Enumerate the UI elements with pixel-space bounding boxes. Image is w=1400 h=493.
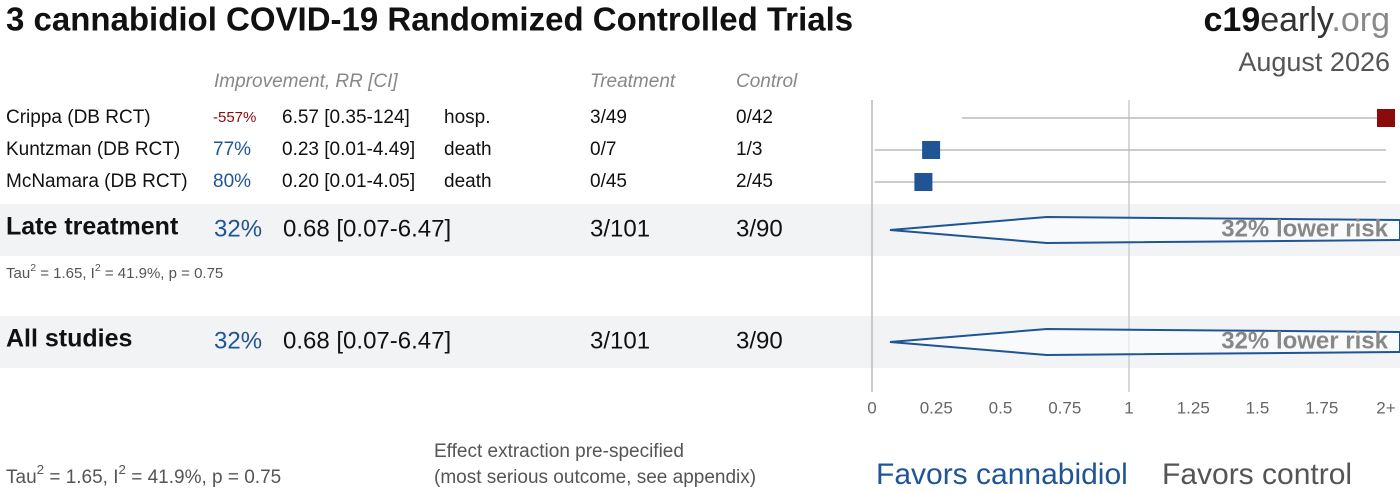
brand: c19early.org bbox=[1204, 1, 1391, 39]
heterogeneity: Tau2 = 1.65, I2 = 41.9%, p = 0.75 bbox=[6, 262, 223, 282]
control: 3/90 bbox=[736, 327, 783, 354]
heterogeneity-part: = 1.65, I bbox=[36, 265, 95, 282]
improvement: -557% bbox=[213, 109, 256, 126]
summary-diamond bbox=[889, 327, 1400, 357]
brand-part: .org bbox=[1331, 1, 1390, 39]
x-tick-label: 1.25 bbox=[1177, 398, 1210, 417]
control: 3/90 bbox=[736, 215, 783, 242]
x-tick-label: 1 bbox=[1124, 398, 1133, 417]
heterogeneity-part: Tau bbox=[6, 265, 30, 282]
heterogeneity-part: 2 bbox=[119, 462, 126, 477]
heterogeneity-part: 2 bbox=[95, 262, 101, 274]
x-tick-label: 1.5 bbox=[1246, 398, 1270, 417]
treatment: 3/49 bbox=[590, 107, 627, 128]
effect-square bbox=[1377, 109, 1395, 127]
study-name: Kuntzman (DB RCT) bbox=[6, 139, 180, 160]
control: 2/45 bbox=[736, 171, 773, 192]
improvement: 77% bbox=[213, 139, 251, 160]
rr-label: 0.23 [0.01-4.49] bbox=[282, 139, 415, 160]
brand-part: early bbox=[1260, 1, 1334, 39]
note: (most serious outcome, see appendix) bbox=[434, 467, 756, 488]
improvement: 80% bbox=[213, 171, 251, 192]
favors-label: Favors control bbox=[1162, 458, 1352, 491]
column-header: Control bbox=[736, 71, 798, 92]
x-tick-label: 2+ bbox=[1376, 398, 1395, 417]
heterogeneity: Tau2 = 1.65, I2 = 41.9%, p = 0.75 bbox=[6, 462, 281, 488]
brand-part: c19 bbox=[1204, 1, 1261, 39]
improvement: 32% bbox=[214, 327, 262, 354]
heterogeneity-part: 2 bbox=[37, 462, 44, 477]
heterogeneity-part: 2 bbox=[30, 262, 36, 274]
x-tick-label: 1.75 bbox=[1305, 398, 1338, 417]
improvement: 32% bbox=[214, 215, 262, 242]
column-header: Improvement, RR [CI] bbox=[214, 71, 398, 92]
x-tick-label: 0.25 bbox=[920, 398, 953, 417]
treatment: 0/7 bbox=[590, 139, 616, 160]
favors-label: Favors cannabidiol bbox=[876, 458, 1128, 491]
outcome: death bbox=[444, 171, 492, 192]
x-tick-label: 0 bbox=[867, 398, 876, 417]
summary-name: All studies bbox=[6, 325, 132, 353]
risk-label: 32% lower risk bbox=[1221, 215, 1388, 242]
effect-square bbox=[922, 141, 941, 159]
heterogeneity-part: = 41.9%, p = 0.75 bbox=[126, 467, 281, 488]
summary-name: Late treatment bbox=[6, 213, 179, 241]
x-tick-label: 0.75 bbox=[1048, 398, 1081, 417]
control: 0/42 bbox=[736, 107, 773, 128]
outcome: death bbox=[444, 139, 492, 160]
effect-square bbox=[914, 173, 933, 191]
heterogeneity-part: = 1.65, I bbox=[44, 467, 118, 488]
treatment: 3/101 bbox=[590, 215, 650, 242]
summary-diamond bbox=[889, 215, 1400, 245]
treatment: 0/45 bbox=[590, 171, 627, 192]
rr-label: 0.20 [0.01-4.05] bbox=[282, 171, 415, 192]
heterogeneity-part: = 41.9%, p = 0.75 bbox=[101, 265, 224, 282]
rr-label: 0.68 [0.07-6.47] bbox=[283, 327, 451, 354]
control: 1/3 bbox=[736, 139, 762, 160]
note: Effect extraction pre-specified bbox=[434, 441, 684, 462]
study-name: Crippa (DB RCT) bbox=[6, 107, 151, 128]
risk-label: 32% lower risk bbox=[1221, 327, 1388, 354]
treatment: 3/101 bbox=[590, 327, 650, 354]
date: August 2026 bbox=[1238, 47, 1390, 77]
study-name: McNamara (DB RCT) bbox=[6, 171, 188, 192]
heterogeneity-part: Tau bbox=[6, 467, 37, 488]
outcome: hosp. bbox=[444, 107, 490, 128]
rr-label: 6.57 [0.35-124] bbox=[282, 107, 410, 128]
chart-title: 3 cannabidiol COVID-19 Randomized Contro… bbox=[6, 1, 853, 38]
column-header: Treatment bbox=[590, 71, 676, 92]
x-tick-label: 0.5 bbox=[989, 398, 1013, 417]
rr-label: 0.68 [0.07-6.47] bbox=[283, 215, 451, 242]
